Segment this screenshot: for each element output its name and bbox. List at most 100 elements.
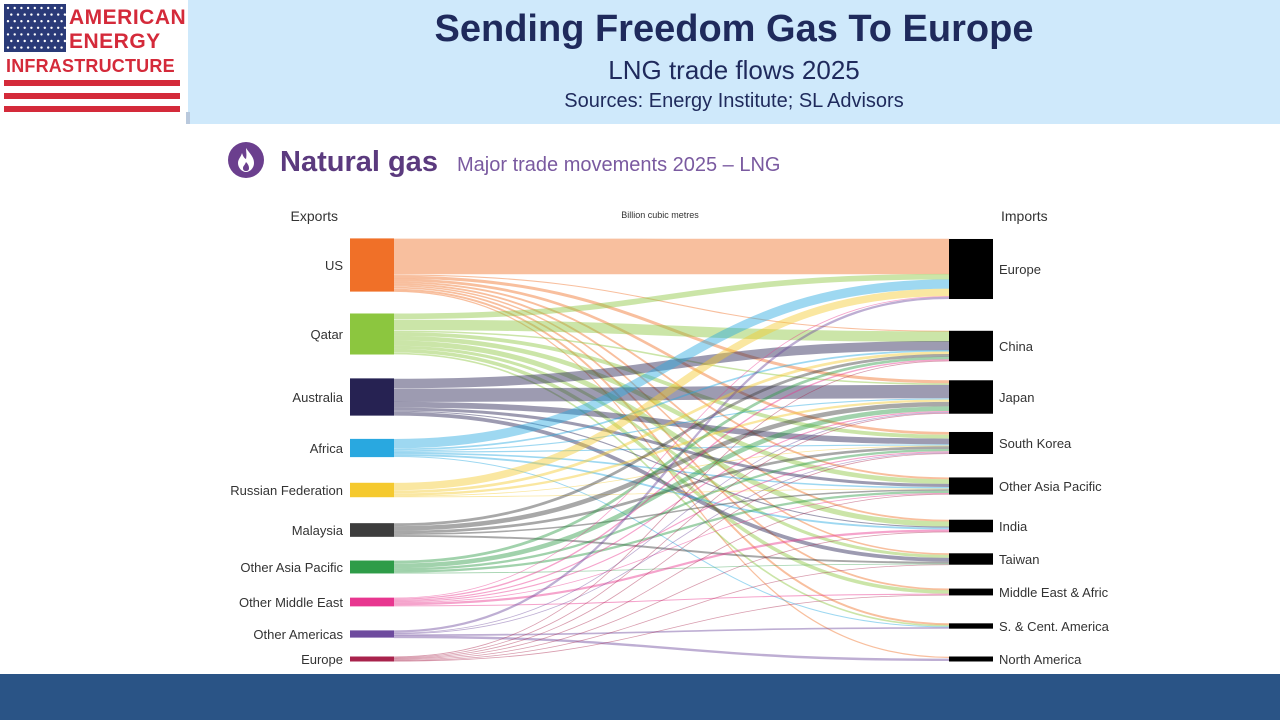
flow-qatar-to-india bbox=[393, 340, 950, 527]
exporter-node-europe bbox=[350, 656, 394, 662]
flow-australia-to-india bbox=[393, 410, 950, 528]
exporter-label: Russian Federation bbox=[230, 483, 343, 498]
importer-label: Other Asia Pacific bbox=[999, 479, 1102, 494]
exporter-label: Other Middle East bbox=[239, 595, 343, 610]
flow-europe-to-other-asia-pacific bbox=[393, 493, 950, 660]
importer-label: North America bbox=[999, 652, 1082, 667]
flow-other-americas-to-s-cent-america bbox=[393, 627, 950, 636]
flow-australia-to-taiwan bbox=[393, 411, 950, 562]
importer-label: S. & Cent. America bbox=[999, 619, 1110, 634]
flow-other-asia-pacific-to-other-asia-pacific bbox=[393, 490, 950, 573]
importer-node-north-america bbox=[949, 656, 993, 662]
importers-layer: Europe China Japan South Korea Other Asia Pa… bbox=[949, 238, 1110, 667]
imports-header: Imports bbox=[1001, 208, 1048, 224]
flow-russian-federation-to-south-korea bbox=[393, 445, 950, 497]
flow-africa-to-japan bbox=[393, 398, 950, 452]
importer-node-other-asia-pacific bbox=[949, 477, 993, 495]
flow-australia-to-japan bbox=[393, 384, 950, 402]
flow-malaysia-to-other-asia-pacific bbox=[393, 489, 950, 535]
flow-us-to-north-america bbox=[393, 290, 950, 658]
flow-qatar-to-middle-east-afric bbox=[393, 348, 950, 594]
importer-node-japan bbox=[949, 380, 993, 414]
flow-other-americas-to-europe bbox=[393, 296, 950, 633]
importer-label: Taiwan bbox=[999, 552, 1039, 567]
importer-node-europe bbox=[949, 238, 993, 300]
flow-europe-to-china bbox=[393, 360, 950, 658]
flow-europe-to-middle-east-afric bbox=[393, 594, 950, 662]
flow-other-americas-to-north-america bbox=[393, 635, 950, 662]
exporter-node-africa bbox=[350, 438, 394, 458]
flow-other-middle-east-to-europe bbox=[393, 296, 950, 599]
importer-label: Japan bbox=[999, 390, 1034, 405]
logo-text-infrastructure: INFRASTRUCTURE bbox=[6, 56, 175, 76]
flow-africa-to-china bbox=[393, 349, 950, 451]
header-divider bbox=[186, 112, 190, 124]
logo-text-american: AMERICAN bbox=[69, 6, 187, 29]
flow-us-to-india bbox=[393, 283, 950, 522]
exports-header: Exports bbox=[291, 208, 338, 224]
exporter-label: Malaysia bbox=[292, 523, 344, 538]
flow-malaysia-to-china bbox=[393, 354, 950, 527]
flow-africa-to-south-korea bbox=[393, 444, 950, 453]
flow-other-middle-east-to-south-korea bbox=[393, 451, 950, 603]
flow-russian-federation-to-japan bbox=[393, 399, 950, 496]
exporter-node-other-americas bbox=[350, 630, 394, 638]
flow-malaysia-to-japan bbox=[393, 401, 950, 531]
flow-qatar-to-japan bbox=[393, 330, 950, 385]
importer-label: India bbox=[999, 519, 1028, 534]
flow-other-middle-east-to-india bbox=[393, 529, 950, 606]
flow-africa-to-europe bbox=[393, 279, 950, 449]
exporter-label: Africa bbox=[310, 441, 344, 456]
exporter-label: US bbox=[325, 258, 343, 273]
importer-label: Europe bbox=[999, 262, 1041, 277]
flow-russian-federation-to-china bbox=[393, 351, 950, 494]
flow-europe-to-taiwan bbox=[393, 564, 950, 662]
flow-australia-to-other-asia-pacific bbox=[393, 407, 950, 487]
chart-area: Natural gas Major trade movements 2025 –… bbox=[190, 124, 1280, 674]
flow-us-to-south-korea bbox=[393, 278, 950, 435]
footer-bar bbox=[0, 674, 1280, 720]
flow-malaysia-to-south-korea bbox=[393, 446, 950, 534]
flow-russian-federation-to-other-asia-pacific bbox=[393, 488, 950, 498]
exporter-label: Qatar bbox=[310, 327, 343, 342]
flow-africa-to-other-asia-pacific bbox=[393, 452, 950, 489]
company-logo: AMERICAN ENERGY INFRASTRUCTURE bbox=[4, 4, 186, 120]
importer-node-middle-east-afric bbox=[949, 588, 993, 596]
flow-qatar-to-taiwan bbox=[393, 345, 950, 558]
logo-text-energy: ENERGY bbox=[69, 30, 161, 53]
exporter-label: Europe bbox=[301, 652, 343, 667]
exporter-node-other-asia-pacific bbox=[350, 560, 394, 574]
flow-russian-federation-to-europe bbox=[393, 288, 950, 491]
flow-us-to-s-cent-america bbox=[393, 288, 950, 626]
flow-us-to-japan bbox=[393, 275, 950, 384]
importer-label: Middle East & Afric bbox=[999, 585, 1109, 600]
flow-africa-to-india bbox=[393, 454, 950, 530]
flow-other-asia-pacific-to-taiwan bbox=[393, 563, 950, 574]
flow-africa-to-s-cent-america bbox=[393, 456, 950, 628]
flow-australia-to-south-korea bbox=[393, 401, 950, 445]
flow-other-middle-east-to-middle-east-afric bbox=[393, 593, 950, 607]
flow-europe-to-japan bbox=[393, 412, 950, 659]
exporters-layer: US Qatar Australia Africa Russian Federation… bbox=[230, 238, 394, 667]
flow-malaysia-to-taiwan bbox=[393, 534, 950, 564]
flows-layer bbox=[393, 238, 950, 662]
flow-qatar-to-south-korea bbox=[393, 332, 950, 439]
importer-node-s-cent-america bbox=[949, 623, 993, 629]
flame-icon bbox=[228, 142, 264, 178]
exporter-label: Other Americas bbox=[253, 627, 343, 642]
importer-node-india bbox=[949, 519, 993, 533]
flow-other-middle-east-to-japan bbox=[393, 411, 950, 602]
header: AMERICAN ENERGY INFRASTRUCTURE Sending F… bbox=[0, 0, 1280, 124]
exporter-node-australia bbox=[350, 378, 394, 416]
exporter-node-russian-federation bbox=[350, 482, 394, 498]
flow-us-to-other-asia-pacific bbox=[393, 281, 950, 480]
importer-node-taiwan bbox=[949, 553, 993, 565]
chart-heading-sub: Major trade movements 2025 – LNG bbox=[457, 154, 781, 176]
page-subtitle: LNG trade flows 2025 bbox=[608, 55, 860, 85]
flow-us-to-taiwan bbox=[393, 285, 950, 555]
flow-qatar-to-s-cent-america bbox=[393, 352, 950, 627]
sources-note: Sources: Energy Institute; SL Advisors bbox=[564, 90, 904, 112]
importer-label: China bbox=[999, 339, 1034, 354]
flow-other-middle-east-to-china bbox=[393, 359, 950, 600]
flow-qatar-to-europe bbox=[393, 273, 950, 320]
